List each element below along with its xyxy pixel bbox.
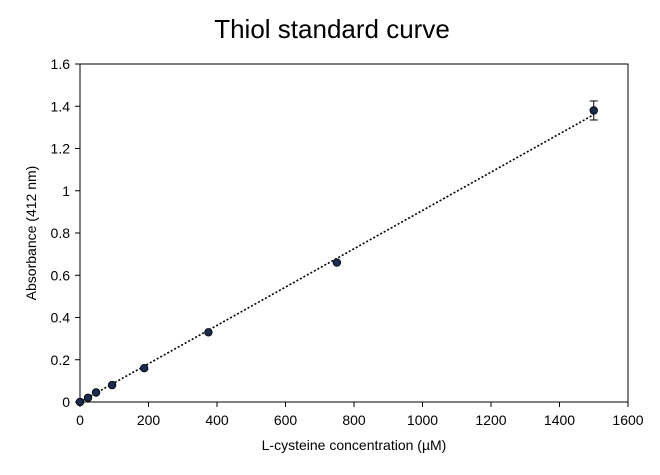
y-tick-label: 0.8 bbox=[51, 225, 71, 241]
data-point bbox=[75, 397, 85, 407]
y-tick-label: 0.2 bbox=[51, 352, 71, 368]
x-tick-label: 1600 bbox=[612, 412, 643, 428]
x-tick-label: 1400 bbox=[544, 412, 575, 428]
x-tick-label: 200 bbox=[137, 412, 161, 428]
data-point bbox=[204, 328, 213, 337]
y-tick-label: 1.4 bbox=[51, 98, 71, 114]
x-tick-label: 800 bbox=[342, 412, 366, 428]
y-tick-label: 1.2 bbox=[51, 141, 71, 157]
data-point bbox=[589, 106, 598, 115]
plot-area-frame bbox=[79, 63, 629, 403]
y-axis: 0 0.2 0.4 0.6 0.8 1 1.2 1.4 1.6 bbox=[51, 56, 80, 410]
x-axis-label: L-cysteine concentration (µM) bbox=[262, 437, 447, 453]
x-tick-label: 600 bbox=[274, 412, 298, 428]
data-point bbox=[107, 380, 117, 390]
y-tick-label: 1.6 bbox=[51, 56, 71, 72]
trendline bbox=[79, 114, 595, 403]
data-point bbox=[91, 388, 101, 397]
points-layer bbox=[75, 100, 598, 407]
y-axis-label: Absorbance (412 nm) bbox=[23, 166, 39, 301]
y-tick-label: 0 bbox=[62, 394, 70, 410]
data-point bbox=[332, 258, 342, 267]
x-axis: 0 200 400 600 800 1000 1200 1400 1600 bbox=[76, 402, 644, 428]
x-tick-label: 400 bbox=[205, 412, 229, 428]
chart-title: Thiol standard curve bbox=[214, 14, 450, 44]
data-point bbox=[140, 364, 149, 373]
data-point bbox=[83, 393, 93, 402]
x-tick-label: 1200 bbox=[475, 412, 506, 428]
trendline-layer bbox=[79, 114, 595, 403]
x-tick-label: 0 bbox=[76, 412, 84, 428]
y-tick-label: 0.6 bbox=[51, 267, 71, 283]
y-tick-label: 1 bbox=[62, 183, 70, 199]
y-tick-label: 0.4 bbox=[51, 310, 71, 326]
x-tick-label: 1000 bbox=[407, 412, 438, 428]
